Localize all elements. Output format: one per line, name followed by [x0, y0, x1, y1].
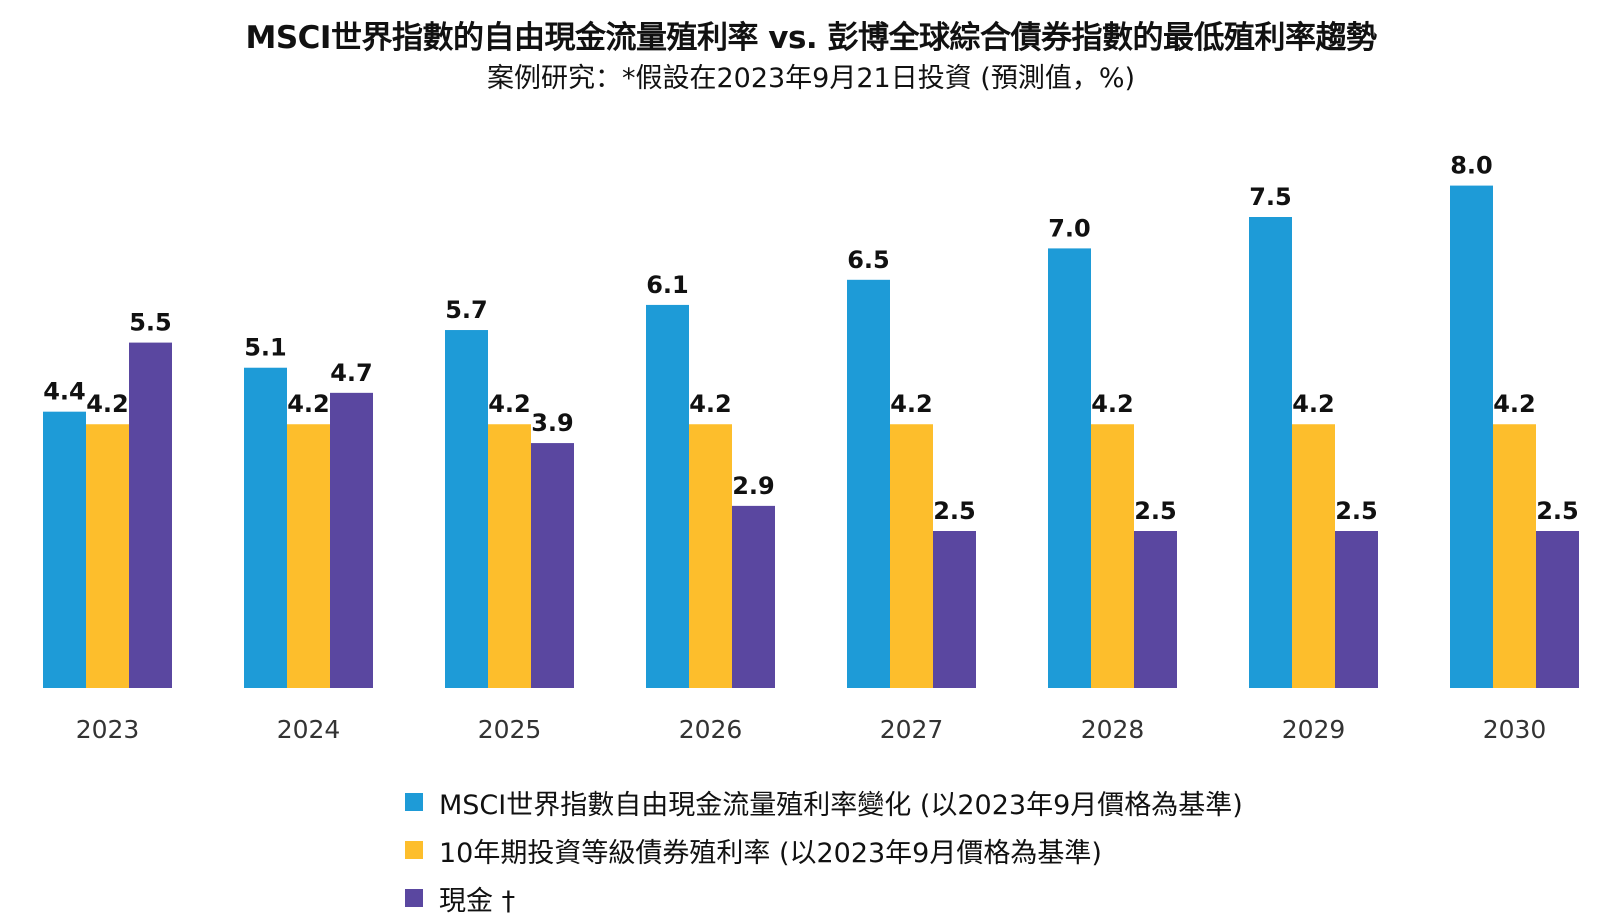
data-label-cash-2023: 5.5	[129, 309, 172, 337]
bar-fcf-yield-2025	[445, 330, 488, 688]
data-label-cash-2026: 2.9	[732, 472, 775, 500]
bar-bond-yield-2023	[86, 424, 129, 688]
data-label-fcf-yield-2029: 7.5	[1249, 183, 1292, 211]
legend-label: MSCI世界指數自由現金流量殖利率變化 (以2023年9月價格為基準)	[439, 789, 1243, 821]
data-label-fcf-yield-2024: 5.1	[244, 334, 287, 362]
x-tick-label-2024: 2024	[277, 715, 341, 744]
legend-item-cash: 現金 †	[405, 874, 1243, 922]
data-label-bond-yield-2029: 4.2	[1292, 390, 1335, 418]
data-label-bond-yield-2027: 4.2	[890, 390, 933, 418]
bar-cash-2023	[129, 342, 172, 688]
bar-fcf-yield-2027	[847, 279, 890, 688]
bar-chart: 4.4 4.25.520235.14.24.720245.74.23.920256…	[43, 152, 1579, 744]
data-label-cash-2030: 2.5	[1536, 497, 1579, 525]
bar-fcf-yield-2028	[1048, 248, 1091, 688]
bar-fcf-yield-2030	[1450, 185, 1493, 688]
bar-cash-2029	[1335, 531, 1378, 688]
bar-bond-yield-2024	[287, 424, 330, 688]
data-label-cash-2027: 2.5	[933, 497, 976, 525]
data-label-bond-yield-2024: 4.2	[287, 390, 330, 418]
data-label-fcf-yield-2023: 4.4	[43, 378, 86, 406]
bar-fcf-yield-2024	[244, 367, 287, 688]
bar-bond-yield-2029	[1292, 424, 1335, 688]
bar-cash-2024	[330, 392, 373, 688]
legend-swatch	[405, 841, 423, 859]
bar-cash-2026	[732, 505, 775, 688]
data-label-fcf-yield-2027: 6.5	[847, 246, 890, 274]
data-label-bond-yield-2026: 4.2	[689, 390, 732, 418]
legend-item-fcf-yield: MSCI世界指數自由現金流量殖利率變化 (以2023年9月價格為基準)	[405, 778, 1243, 826]
x-tick-label-2028: 2028	[1081, 715, 1145, 744]
x-tick-label-2029: 2029	[1282, 715, 1346, 744]
legend: MSCI世界指數自由現金流量殖利率變化 (以2023年9月價格為基準) 10年期…	[405, 778, 1243, 922]
chart-title: MSCI世界指數的自由現金流量殖利率 vs. 彭博全球綜合債券指數的最低殖利率趨…	[245, 20, 1377, 56]
chart-subtitle: 案例研究：*假設在2023年9月21日投資 (預測值，%)	[486, 63, 1136, 94]
bar-fcf-yield-2023	[43, 411, 86, 688]
legend-item-bond-yield: 10年期投資等級債券殖利率 (以2023年9月價格為基準)	[405, 826, 1243, 874]
bar-bond-yield-2030	[1493, 424, 1536, 688]
bar-bond-yield-2025	[488, 424, 531, 688]
data-label-bond-yield-2023: 4.2	[86, 390, 129, 418]
bar-cash-2025	[531, 443, 574, 688]
x-tick-label-2026: 2026	[679, 715, 743, 744]
legend-label: 10年期投資等級債券殖利率 (以2023年9月價格為基準)	[439, 837, 1102, 869]
data-label-fcf-yield-2025: 5.7	[445, 296, 488, 324]
bar-fcf-yield-2026	[646, 304, 689, 688]
x-tick-label-2027: 2027	[880, 715, 944, 744]
data-label-fcf-yield-2028: 7.0	[1048, 214, 1091, 242]
data-label-fcf-yield-2026: 6.1	[646, 271, 689, 299]
legend-label: 現金 †	[439, 885, 516, 917]
data-label-cash-2028: 2.5	[1134, 497, 1177, 525]
bar-bond-yield-2027	[890, 424, 933, 688]
bar-cash-2030	[1536, 531, 1579, 688]
data-label-cash-2024: 4.7	[330, 359, 373, 387]
x-tick-label-2030: 2030	[1483, 715, 1547, 744]
bar-bond-yield-2028	[1091, 424, 1134, 688]
bar-fcf-yield-2029	[1249, 217, 1292, 688]
bar-cash-2027	[933, 531, 976, 688]
data-label-cash-2025: 3.9	[531, 409, 574, 437]
legend-swatch	[405, 889, 423, 907]
data-label-bond-yield-2025: 4.2	[488, 390, 531, 418]
bar-bond-yield-2026	[689, 424, 732, 688]
x-tick-label-2025: 2025	[478, 715, 542, 744]
data-label-fcf-yield-2030: 8.0	[1450, 152, 1493, 180]
legend-swatch	[405, 793, 423, 811]
data-label-cash-2029: 2.5	[1335, 497, 1378, 525]
data-label-bond-yield-2030: 4.2	[1493, 390, 1536, 418]
x-tick-label-2023: 2023	[76, 715, 140, 744]
data-label-bond-yield-2028: 4.2	[1091, 390, 1134, 418]
bar-cash-2028	[1134, 531, 1177, 688]
